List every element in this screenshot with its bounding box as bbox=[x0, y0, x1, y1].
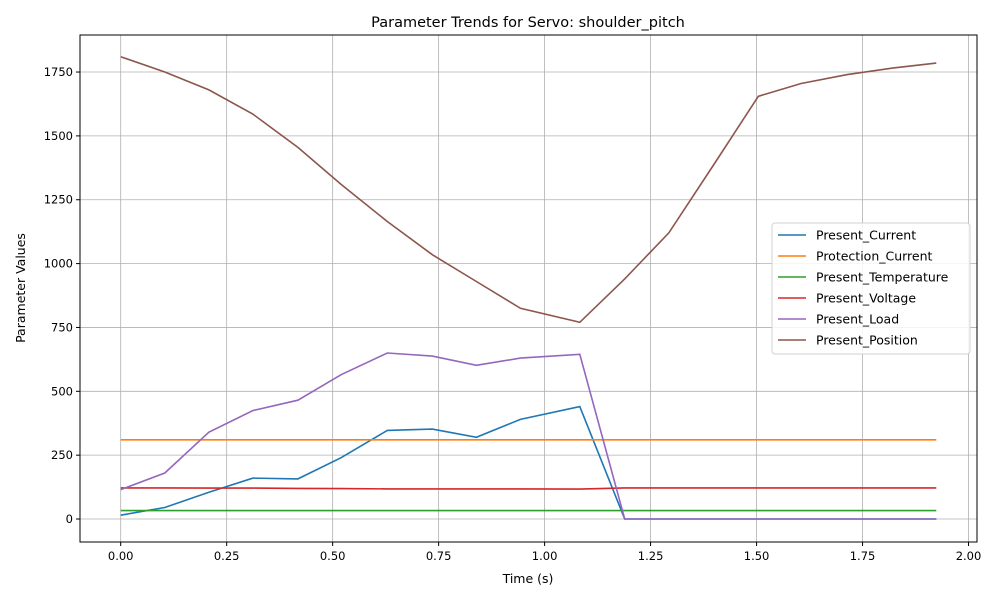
series-lines bbox=[120, 55, 937, 520]
x-tick-label: 0.75 bbox=[426, 549, 452, 563]
x-tick-label: 1.25 bbox=[638, 549, 664, 563]
legend: Present_Current Protection_Current Present… bbox=[771, 222, 971, 355]
x-tick-label: 0.00 bbox=[108, 549, 134, 563]
legend-label: Present_Current bbox=[816, 228, 916, 243]
chart-title: Parameter Trends for Servo: shoulder_pit… bbox=[371, 15, 685, 31]
legend-label: Protection_Current bbox=[816, 249, 933, 264]
legend-label: Present_Position bbox=[816, 333, 918, 348]
legend-box bbox=[771, 222, 971, 355]
series-line-present-load bbox=[120, 352, 937, 520]
y-tick-label: 0 bbox=[66, 512, 73, 526]
series-line-present-current bbox=[120, 405, 937, 520]
legend-label: Present_Load bbox=[816, 312, 899, 327]
y-axis-label: Parameter Values bbox=[13, 233, 28, 343]
y-tick-label: 750 bbox=[51, 320, 73, 334]
plot-frame bbox=[79, 34, 978, 543]
series-line-present-position bbox=[120, 55, 937, 324]
legend-label: Present_Voltage bbox=[816, 291, 916, 306]
x-tick-label: 1.75 bbox=[850, 549, 876, 563]
x-tick-label: 2.00 bbox=[956, 549, 982, 563]
y-tick-label: 250 bbox=[51, 448, 73, 462]
y-tick-label: 500 bbox=[51, 384, 73, 398]
legend-label: Present_Temperature bbox=[816, 270, 949, 285]
x-tick-label: 0.25 bbox=[214, 549, 240, 563]
x-tick-label: 1.50 bbox=[744, 549, 770, 563]
x-tick-label: 0.50 bbox=[320, 549, 346, 563]
y-tick-label: 1000 bbox=[44, 257, 73, 271]
x-axis-label: Time (s) bbox=[502, 571, 554, 586]
y-tick-label: 1500 bbox=[44, 129, 73, 143]
ticks: 0.00 0.25 0.50 0.75 1.00 1.25 1.50 1.75 2.00 0 250… bbox=[44, 65, 982, 563]
y-tick-label: 1250 bbox=[44, 193, 73, 207]
x-tick-label: 1.00 bbox=[532, 549, 558, 563]
y-tick-label: 1750 bbox=[44, 65, 73, 79]
series-line-present-voltage bbox=[120, 487, 937, 490]
